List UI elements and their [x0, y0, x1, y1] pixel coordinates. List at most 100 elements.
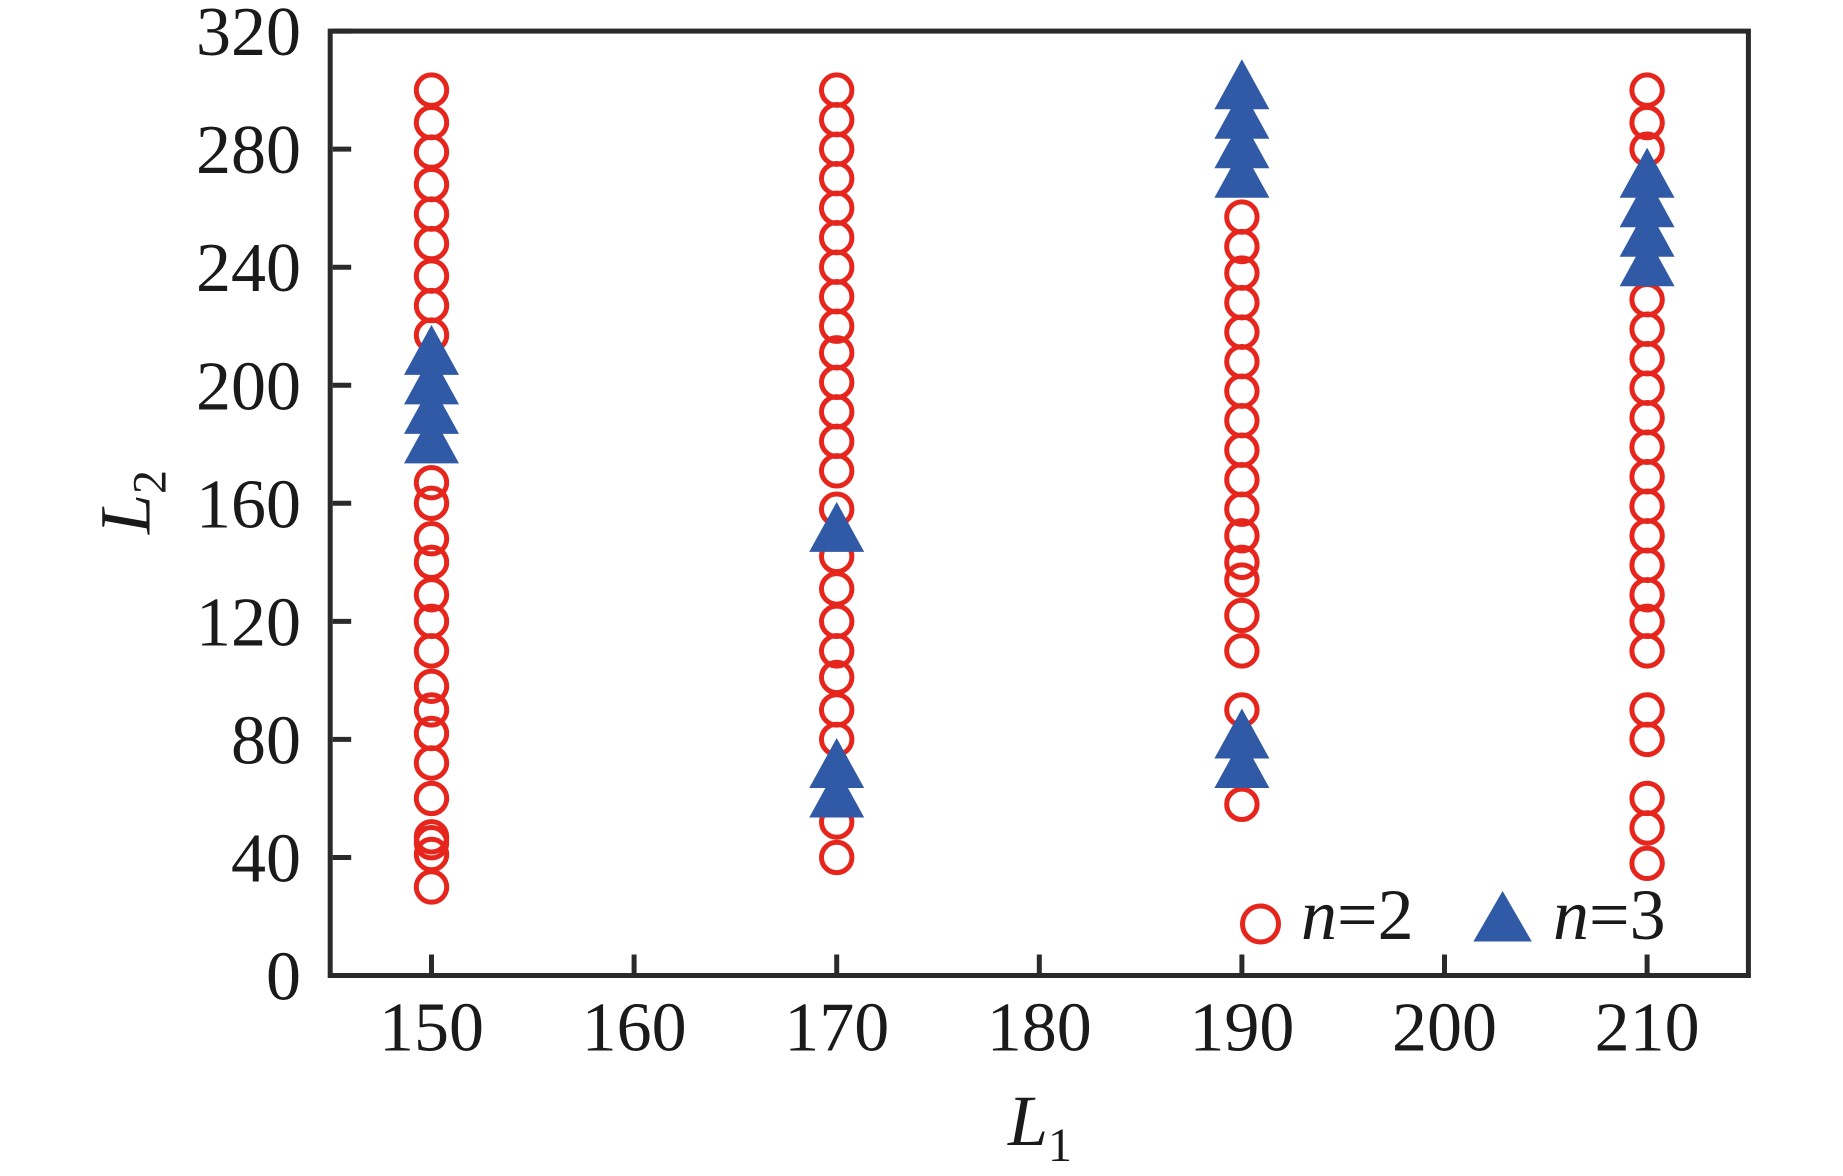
data-point-triangle [1619, 236, 1675, 287]
data-point-circle [819, 131, 855, 167]
data-point-circle [819, 160, 855, 197]
y-tick-label: 120 [196, 584, 301, 661]
data-point-circle [1629, 577, 1665, 613]
data-point-circle [413, 780, 450, 817]
data-point-circle [1224, 284, 1260, 321]
data-point-circle [413, 485, 450, 521]
data-point-circle [819, 249, 855, 285]
data-point-circle [413, 633, 450, 669]
legend-marker-n2 [1240, 903, 1281, 945]
data-point-triangle [1214, 88, 1270, 139]
x-axis-title-main: L [1007, 1081, 1048, 1161]
data-point-triangle [1619, 147, 1675, 198]
data-point-circle [1224, 491, 1260, 527]
legend: n=2 n=3 [1240, 875, 1666, 955]
legend-marker-n3 [1473, 891, 1532, 942]
data-point-triangle [1214, 708, 1270, 759]
data-point-triangle [404, 383, 459, 434]
data-point-circle [819, 603, 855, 640]
data-point-circle [1224, 786, 1260, 823]
data-point-circle [1629, 370, 1665, 406]
data-point-circle [1629, 721, 1665, 758]
data-point-circle [819, 101, 855, 138]
data-point-circle [1629, 633, 1665, 669]
data-point-circle [1224, 633, 1260, 669]
data-point-circle [819, 839, 855, 876]
data-point-circle [413, 464, 450, 501]
data-point-circle [1224, 432, 1260, 468]
data-point-circle [819, 190, 855, 226]
data-point-circle [1224, 544, 1260, 581]
data-point-circle [413, 196, 450, 232]
legend-label-n2: n=2 [1301, 875, 1414, 955]
data-point-circle [413, 521, 450, 557]
data-point-circle [819, 394, 855, 430]
data-point-circle [1629, 311, 1665, 347]
y-axis-title-sub: 2 [124, 470, 177, 494]
data-point-triangle [404, 324, 459, 375]
data-point-circle [1629, 459, 1665, 495]
data-point-circle [1224, 597, 1260, 634]
data-point-circle [1629, 400, 1665, 436]
data-point-circle [819, 308, 855, 344]
x-tick-label: 190 [1189, 990, 1294, 1067]
data-point-circle [1629, 518, 1665, 554]
y-tick-label: 280 [196, 112, 301, 189]
data-point-triangle [1214, 147, 1270, 198]
data-point-circle [413, 166, 450, 203]
data-point-circle [819, 633, 855, 669]
x-tick-label: 200 [1392, 990, 1497, 1067]
y-tick-label: 80 [231, 702, 301, 779]
data-point-circle [819, 571, 855, 607]
y-tick-label: 0 [266, 939, 301, 1016]
plot-area: 150 160 170 180 190 200 210 0 40 80 120 160 200 240 28… [196, 0, 1751, 1067]
data-point-circle [413, 225, 450, 262]
data-point-circle [1629, 692, 1665, 728]
data-point-circle [413, 692, 450, 728]
legend-label-n3-var: n [1553, 875, 1589, 955]
data-point-circle [1224, 461, 1260, 498]
y-tick-label: 320 [196, 0, 301, 71]
data-point-triangle [809, 501, 865, 552]
legend-label-n3: n=3 [1553, 875, 1666, 955]
data-point-circle [819, 279, 855, 315]
data-point-circle [413, 72, 450, 108]
legend-label-n2-rest: =2 [1337, 875, 1414, 955]
x-tick-label: 170 [784, 990, 889, 1067]
data-point-circle [1629, 547, 1665, 583]
data-point-circle [819, 364, 855, 400]
data-point-circle [413, 258, 450, 294]
data-point-triangle [809, 738, 865, 789]
data-point-triangle [404, 413, 459, 464]
data-point-circle [1224, 314, 1260, 350]
plot-frame [327, 28, 1751, 979]
data-point-circle [413, 869, 450, 905]
x-axis-title-sub: 1 [1048, 1119, 1072, 1172]
data-point-circle [413, 134, 450, 170]
data-point-circle [1224, 518, 1260, 554]
x-axis-title: L1 [1007, 1081, 1072, 1172]
data-point-circle [1224, 402, 1260, 439]
data-point-circle [413, 104, 450, 141]
x-tick-label: 160 [582, 990, 687, 1067]
x-tick-label: 150 [379, 990, 484, 1067]
x-tick-label: 210 [1595, 990, 1700, 1067]
data-point-circle [413, 287, 450, 324]
data-point-triangle [1214, 118, 1270, 169]
data-point-circle [1224, 343, 1260, 380]
data-point-circle [1224, 562, 1260, 598]
data-point-circle [819, 423, 855, 460]
y-tick-label: 40 [231, 820, 301, 897]
data-point-circle [413, 577, 450, 613]
data-point-triangle [1214, 59, 1270, 110]
data-point-circle [819, 219, 855, 256]
data-point-circle [413, 824, 450, 861]
legend-label-n2-var: n [1301, 875, 1337, 955]
data-point-triangle [809, 767, 865, 818]
data-point-triangle [1619, 177, 1675, 228]
y-axis-title-main: L [86, 494, 166, 535]
data-point-circle [1629, 429, 1665, 465]
data-point-circle [1629, 72, 1665, 108]
